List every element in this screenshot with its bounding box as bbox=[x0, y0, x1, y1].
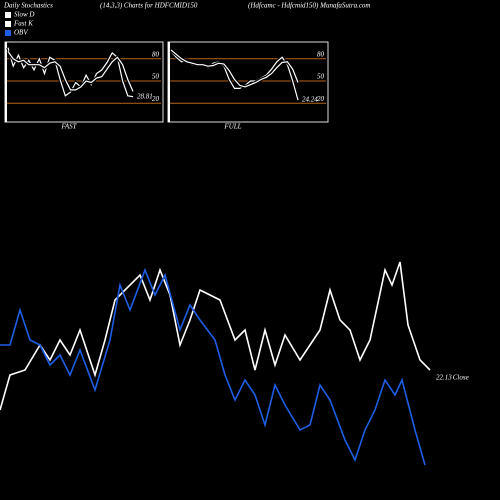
legend-swatch bbox=[5, 30, 11, 36]
header-right: (Hdfcamc - Hdfcmid150) MunafaSutra.com bbox=[248, 2, 370, 10]
y-tick-label: 50 bbox=[317, 73, 325, 81]
line bbox=[7, 47, 134, 98]
line bbox=[0, 267, 426, 466]
line bbox=[7, 51, 134, 92]
legend-swatch bbox=[5, 12, 11, 18]
header-left: Daily Stochastics bbox=[3, 2, 53, 10]
legend-label: Fast K bbox=[13, 20, 33, 28]
line bbox=[170, 49, 299, 88]
y-tick-label: 80 bbox=[152, 50, 160, 58]
panel-title: FULL bbox=[223, 123, 241, 131]
legend-swatch bbox=[5, 21, 11, 27]
y-tick-label: 20 bbox=[317, 95, 325, 103]
panel-title: FAST bbox=[60, 123, 77, 131]
end-name: Close bbox=[453, 374, 469, 382]
header-middle: (14,3,3) Charts for HDFCMID150 bbox=[100, 2, 198, 10]
legend-label: Slow D bbox=[14, 11, 34, 19]
legend-label: OBV bbox=[14, 29, 28, 37]
end-label: 24.24 bbox=[302, 96, 318, 104]
y-tick-label: 50 bbox=[152, 73, 160, 81]
y-tick-label: 20 bbox=[152, 95, 160, 103]
end-label: 28.81 bbox=[137, 92, 153, 100]
end-label: 22.13 bbox=[436, 374, 452, 382]
line bbox=[0, 261, 431, 411]
y-tick-label: 80 bbox=[317, 50, 325, 58]
